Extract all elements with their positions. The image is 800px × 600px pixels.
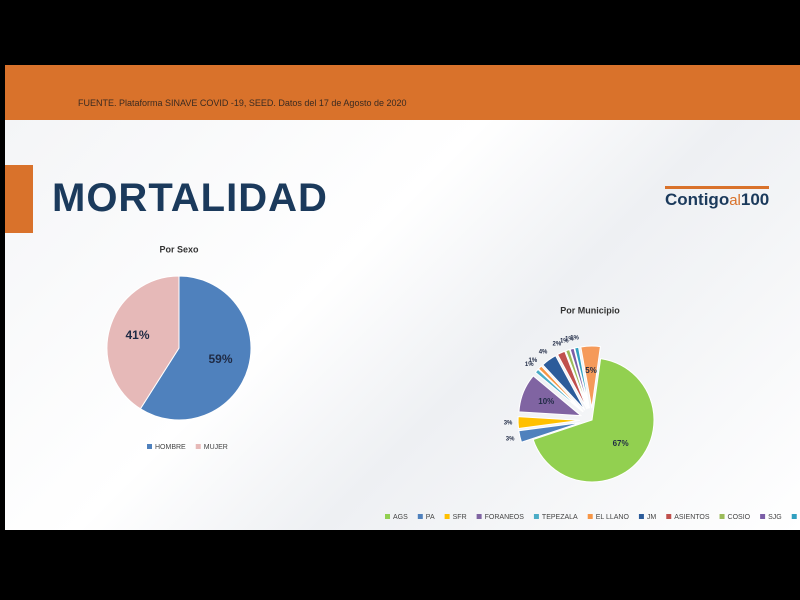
legend-label: TEPEZALA: [542, 514, 578, 521]
legend-swatch: [760, 514, 766, 519]
legend-label: SJG: [768, 514, 782, 521]
legend-swatch: [476, 514, 482, 519]
legend-label: PA: [426, 514, 435, 521]
legend-label: ASIENTOS: [674, 514, 710, 521]
slide-title: MORTALIDAD: [52, 176, 328, 220]
pie-slice: [518, 422, 581, 443]
data-label: 1%: [560, 338, 569, 344]
data-label: 67%: [613, 439, 629, 448]
data-label: 1%: [565, 337, 574, 343]
logo-text: al: [729, 192, 741, 209]
data-label: 10%: [538, 397, 554, 406]
pie-slice: [139, 275, 252, 421]
logo-text: Contigo: [665, 190, 730, 209]
legend-swatch: [587, 514, 593, 519]
pie-slice: [542, 355, 586, 411]
chart-title: Por Municipio: [560, 305, 620, 315]
chart-title: Por Sexo: [159, 244, 199, 254]
legend-swatch: [195, 444, 201, 449]
logo-text: 100: [740, 190, 770, 209]
pie-slice: [537, 365, 584, 412]
data-label: 1%: [570, 335, 579, 341]
legend-swatch: [417, 514, 423, 519]
legend-swatch: [147, 444, 152, 449]
legend-label: JM: [647, 514, 657, 521]
data-label: 3%: [506, 436, 515, 442]
data-label: 1%: [529, 358, 538, 364]
legend-swatch: [533, 514, 539, 519]
legend-swatch: [791, 514, 797, 519]
data-label: 2%: [553, 341, 562, 347]
legend-label: COSIO: [728, 514, 751, 521]
legend-label: SFR: [453, 514, 467, 521]
data-label: 4%: [539, 349, 548, 355]
legend-label: EL LLANO: [596, 514, 630, 521]
source-note: FUENTE. Plataforma SINAVE COVID -19, SEE…: [78, 98, 407, 108]
pie-slice: [580, 345, 601, 409]
pie-slice: [556, 350, 588, 410]
pie-slice: [565, 348, 589, 409]
legend-label: AGS: [393, 514, 408, 521]
legend-label: MUJER: [204, 444, 228, 451]
legend-swatch: [719, 514, 725, 519]
legend-swatch: [666, 514, 672, 519]
legend-swatch: [385, 514, 390, 519]
legend-label: FORANEOS: [485, 514, 525, 521]
header-band: [5, 65, 800, 120]
pie-slice: [517, 416, 581, 430]
data-label: 5%: [585, 366, 597, 375]
legend-swatch: [638, 514, 644, 519]
pie-slice: [569, 347, 590, 409]
pie-slice: [106, 275, 180, 410]
data-label: 41%: [125, 328, 149, 342]
pie-slice: [574, 346, 590, 409]
pie-slice: [518, 375, 583, 417]
legend-swatch: [444, 514, 450, 519]
pie-slice: [534, 368, 584, 413]
pie-slice: [532, 358, 655, 483]
data-label: 3%: [504, 421, 513, 427]
logo: Contigoal100: [665, 186, 770, 210]
legend-label: HOMBRE: [155, 444, 186, 451]
title-tag: [5, 165, 33, 233]
data-label: 59%: [208, 352, 232, 366]
data-label: 1%: [525, 362, 534, 368]
